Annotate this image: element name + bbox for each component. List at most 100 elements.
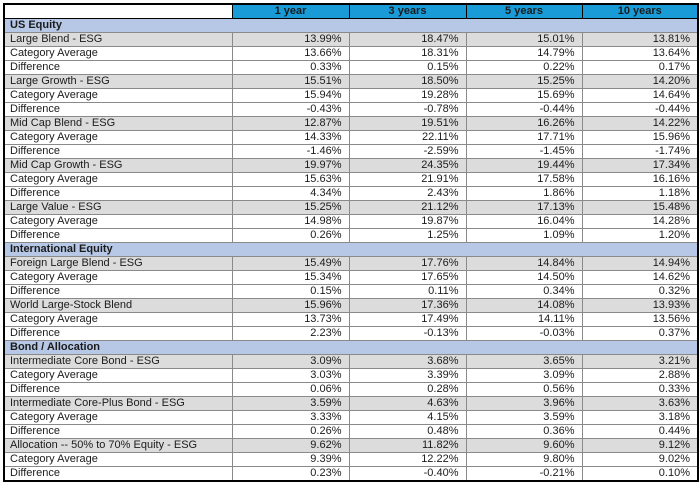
fund-row: Allocation -- 50% to 70% Equity - ESG 9.6… xyxy=(3,438,699,453)
row-label: Large Growth - ESG xyxy=(3,74,233,89)
section-header-row: Bond / Allocation xyxy=(3,340,699,355)
value-cell: 9.39% xyxy=(231,452,350,467)
value-cell: 9.62% xyxy=(231,438,350,453)
col-header-3-years: 3 years xyxy=(348,3,467,19)
value-cell: 3.59% xyxy=(231,396,350,411)
value-cell: 14.22% xyxy=(581,116,699,131)
value-cell: 1.09% xyxy=(465,228,583,243)
fund-row: Intermediate Core-Plus Bond - ESG 3.59% 4.… xyxy=(3,396,699,411)
value-cell: 16.26% xyxy=(465,116,583,131)
value-cell: 14.20% xyxy=(581,74,699,89)
value-cell: 21.12% xyxy=(348,200,467,215)
value-cell: 13.56% xyxy=(581,312,699,327)
fund-row: World Large-Stock Blend 15.96% 17.36% 14.08… xyxy=(3,298,699,313)
row-label: Difference xyxy=(3,326,233,341)
value-cell: 9.60% xyxy=(465,438,583,453)
value-cell: 17.65% xyxy=(348,270,467,285)
row-label: Category Average xyxy=(3,410,233,425)
value-cell: 19.51% xyxy=(348,116,467,131)
value-cell: -0.21% xyxy=(465,466,583,482)
value-cell: 14.79% xyxy=(465,46,583,61)
value-cell: 15.94% xyxy=(231,88,350,103)
difference-row: Difference 0.15% 0.11% 0.34% 0.32% xyxy=(3,284,699,299)
value-cell: 17.71% xyxy=(465,130,583,145)
value-cell: 3.65% xyxy=(465,354,583,369)
value-cell: 13.73% xyxy=(231,312,350,327)
difference-row: Difference -0.43% -0.78% -0.44% -0.44% xyxy=(3,102,699,117)
value-cell: 16.16% xyxy=(581,172,699,187)
fund-row: Mid Cap Blend - ESG 12.87% 19.51% 16.26% 14.… xyxy=(3,116,699,131)
value-cell: 17.36% xyxy=(348,298,467,313)
value-cell: 18.47% xyxy=(348,32,467,47)
section-header-row: International Equity xyxy=(3,242,699,257)
row-label: Difference xyxy=(3,60,233,75)
value-cell: 0.56% xyxy=(465,382,583,397)
value-cell: 17.76% xyxy=(348,256,467,271)
difference-row: Difference 0.06% 0.28% 0.56% 0.33% xyxy=(3,382,699,397)
value-cell: 17.13% xyxy=(465,200,583,215)
value-cell: 0.22% xyxy=(465,60,583,75)
row-label: Difference xyxy=(3,424,233,439)
value-cell: -0.44% xyxy=(581,102,699,117)
row-label: Difference xyxy=(3,466,233,482)
fund-row: Large Growth - ESG 15.51% 18.50% 15.25% 14.2… xyxy=(3,74,699,89)
value-cell: 9.80% xyxy=(465,452,583,467)
value-cell: 0.34% xyxy=(465,284,583,299)
value-cell: 2.88% xyxy=(581,368,699,383)
value-cell: -1.46% xyxy=(231,144,350,159)
value-cell: 11.82% xyxy=(348,438,467,453)
value-cell: 14.94% xyxy=(581,256,699,271)
value-cell: 14.84% xyxy=(465,256,583,271)
category-average-row: Category Average 15.34% 17.65% 14.50% 14.62% xyxy=(3,270,699,285)
value-cell: 18.31% xyxy=(348,46,467,61)
row-label: Difference xyxy=(3,284,233,299)
value-cell: 15.96% xyxy=(581,130,699,145)
value-cell: 0.26% xyxy=(231,424,350,439)
value-cell: 0.37% xyxy=(581,326,699,341)
corner-header-cell xyxy=(3,3,233,19)
difference-row: Difference 0.33% 0.15% 0.22% 0.17% xyxy=(3,60,699,75)
value-cell: 12.22% xyxy=(348,452,467,467)
value-cell: 13.81% xyxy=(581,32,699,47)
value-cell: 2.23% xyxy=(231,326,350,341)
row-label: Intermediate Core Bond - ESG xyxy=(3,354,233,369)
value-cell: 0.33% xyxy=(581,382,699,397)
value-cell: 1.20% xyxy=(581,228,699,243)
value-cell: 15.69% xyxy=(465,88,583,103)
row-label: Foreign Large Blend - ESG xyxy=(3,256,233,271)
value-cell: 0.26% xyxy=(231,228,350,243)
category-average-row: Category Average 13.73% 17.49% 14.11% 13.56% xyxy=(3,312,699,327)
fund-row: Large Blend - ESG 13.99% 18.47% 15.01% 13.81… xyxy=(3,32,699,47)
row-label: Category Average xyxy=(3,46,233,61)
value-cell: 4.34% xyxy=(231,186,350,201)
value-cell: -0.03% xyxy=(465,326,583,341)
value-cell: 1.86% xyxy=(465,186,583,201)
fund-row: Intermediate Core Bond - ESG 3.09% 3.68% 3.… xyxy=(3,354,699,369)
row-label: Category Average xyxy=(3,172,233,187)
value-cell: 18.50% xyxy=(348,74,467,89)
value-cell: 14.28% xyxy=(581,214,699,229)
value-cell: 24.35% xyxy=(348,158,467,173)
value-cell: -0.43% xyxy=(231,102,350,117)
value-cell: 14.33% xyxy=(231,130,350,145)
col-header-5-years: 5 years xyxy=(465,3,583,19)
value-cell: 0.28% xyxy=(348,382,467,397)
value-cell: 9.12% xyxy=(581,438,699,453)
row-label: Difference xyxy=(3,102,233,117)
section-header-row: US Equity xyxy=(3,18,699,33)
value-cell: 15.01% xyxy=(465,32,583,47)
value-cell: 1.18% xyxy=(581,186,699,201)
value-cell: -0.44% xyxy=(465,102,583,117)
difference-row: Difference -1.46% -2.59% -1.45% -1.74% xyxy=(3,144,699,159)
section-label: Bond / Allocation xyxy=(3,340,699,355)
value-cell: 14.98% xyxy=(231,214,350,229)
difference-row: Difference 0.26% 0.48% 0.36% 0.44% xyxy=(3,424,699,439)
value-cell: -0.13% xyxy=(348,326,467,341)
value-cell: 15.25% xyxy=(231,200,350,215)
value-cell: 3.18% xyxy=(581,410,699,425)
value-cell: 9.02% xyxy=(581,452,699,467)
value-cell: 14.62% xyxy=(581,270,699,285)
value-cell: 12.87% xyxy=(231,116,350,131)
row-label: Allocation -- 50% to 70% Equity - ESG xyxy=(3,438,233,453)
